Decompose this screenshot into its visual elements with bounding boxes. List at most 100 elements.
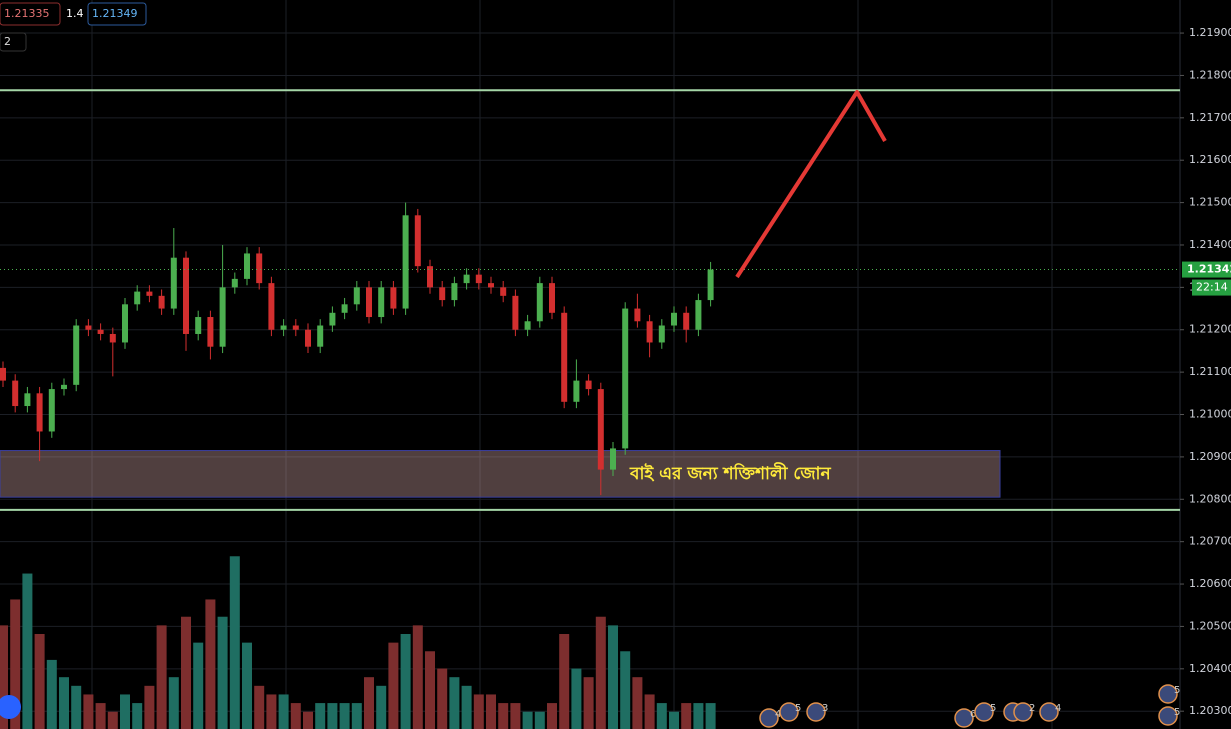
- candle-body: [671, 312, 677, 326]
- y-tick-label: 1.21900: [1189, 26, 1231, 39]
- event-count: 2: [1029, 703, 1035, 714]
- candle-body: [353, 287, 360, 305]
- event-count: 4: [1055, 703, 1061, 714]
- candle-body: [488, 283, 494, 288]
- volume-bar: [656, 703, 667, 729]
- header-ask: 1.21349: [92, 7, 138, 20]
- volume-bar: [425, 651, 435, 729]
- candle-body: [451, 283, 458, 301]
- volume-bar: [632, 677, 643, 729]
- candle-body: [158, 295, 165, 309]
- price-tag: [1182, 261, 1231, 278]
- y-tick-label: 1.20600: [1189, 577, 1231, 590]
- volume-bar: [571, 668, 582, 729]
- candle-body: [500, 287, 507, 296]
- candle-body: [48, 389, 55, 432]
- candle-body: [73, 325, 80, 385]
- volume-bar: [315, 703, 326, 729]
- logo: [0, 695, 21, 719]
- volume-bar: [498, 703, 509, 729]
- volume-bar: [534, 711, 545, 729]
- candle-body: [256, 253, 263, 284]
- volume-bar: [364, 677, 374, 729]
- volume-bar: [266, 694, 277, 729]
- volume-bar: [705, 703, 716, 729]
- volume-bar: [290, 703, 301, 729]
- candle-body: [268, 283, 275, 330]
- candle-body: [512, 295, 519, 330]
- candle-body: [475, 274, 482, 284]
- volume-bar: [34, 634, 45, 729]
- candle-body: [402, 215, 409, 309]
- volume-bar: [242, 642, 252, 729]
- candle-body: [622, 308, 629, 449]
- candle-body: [658, 325, 665, 343]
- event-count: 3: [822, 703, 828, 714]
- candle-body: [536, 283, 543, 322]
- volume-bar: [83, 694, 94, 729]
- y-tick-label: 1.21800: [1189, 68, 1231, 81]
- volume-bar: [644, 694, 655, 729]
- volume-bar: [107, 711, 118, 729]
- volume-bar: [156, 625, 167, 729]
- volume-bar: [547, 703, 557, 729]
- header-box: [87, 2, 147, 26]
- candle-body: [585, 380, 592, 390]
- candle-body: [134, 291, 141, 305]
- event-icon: [954, 708, 974, 728]
- volume-bar: [327, 703, 338, 729]
- event-count: 5: [1174, 685, 1180, 696]
- candle-body: [646, 321, 653, 343]
- volume-bar: [510, 703, 521, 729]
- event-icon: [759, 708, 779, 728]
- volume-bar: [193, 642, 204, 729]
- volume-bar: [595, 616, 606, 729]
- candle-body: [610, 448, 616, 470]
- candle-body: [378, 287, 385, 318]
- volume-bar: [400, 634, 411, 729]
- event-count: 6: [970, 709, 976, 720]
- y-tick-label: 1.20800: [1189, 492, 1231, 505]
- volume-bar: [461, 685, 472, 729]
- volume-bar: [95, 703, 106, 729]
- volume-bar: [620, 651, 631, 729]
- zone-label: বাই এর জন্য শক্তিশালী জোন: [629, 462, 831, 484]
- volume-bar: [46, 659, 57, 729]
- candle-body: [683, 312, 690, 330]
- y-tick-label: 1.20700: [1189, 535, 1231, 548]
- candle-body: [549, 283, 555, 313]
- y-tick-label: 1.21500: [1189, 196, 1231, 209]
- y-tick-label: 1.21400: [1189, 238, 1231, 251]
- volume-bar: [254, 685, 265, 729]
- volume-bar: [522, 711, 533, 729]
- event-icon: [779, 702, 799, 722]
- volume-bar: [22, 573, 33, 729]
- y-tick-label: 1.21700: [1189, 111, 1231, 124]
- candle-body: [317, 325, 324, 347]
- event-icon: [974, 702, 994, 722]
- candle-body: [366, 287, 372, 318]
- candle-body: [24, 393, 31, 407]
- y-tick-label: 1.21600: [1189, 153, 1231, 166]
- header-box: [0, 2, 61, 26]
- event-icon: [806, 702, 826, 722]
- candle-body: [85, 325, 92, 330]
- y-tick-label: 1.20400: [1189, 662, 1231, 675]
- candle-body: [183, 257, 189, 334]
- candle-body: [524, 321, 531, 330]
- candle-body: [122, 304, 128, 343]
- event-count: 4: [775, 709, 781, 720]
- candle-body: [390, 287, 397, 309]
- volume-bar: [278, 694, 289, 729]
- candle-body: [561, 312, 568, 402]
- candle-body: [207, 317, 214, 347]
- volume-bar: [0, 625, 8, 729]
- y-tick-label: 1.21000: [1189, 408, 1231, 421]
- volume-bar: [559, 634, 570, 729]
- candle-body: [12, 380, 19, 407]
- volume-bar: [229, 556, 240, 729]
- y-tick-label: 1.21200: [1189, 323, 1231, 336]
- volume-bar: [376, 685, 387, 729]
- candle-body: [109, 333, 116, 343]
